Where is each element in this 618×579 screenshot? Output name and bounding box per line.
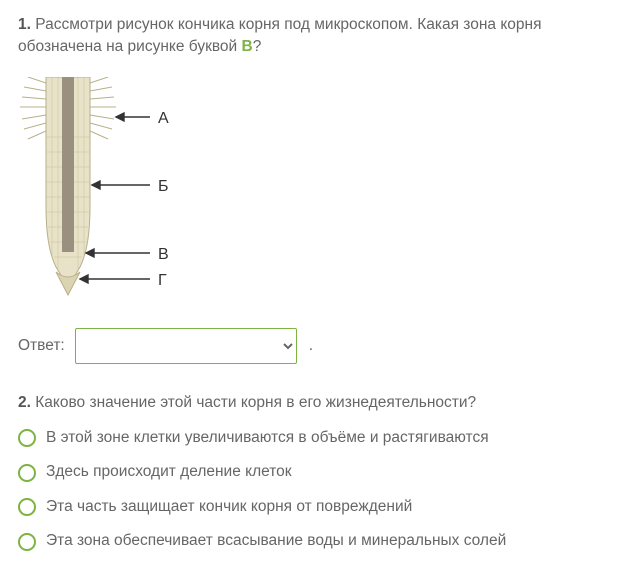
q1-text-before: Рассмотри рисунок кончика корня под микр…	[18, 16, 541, 55]
answer-row: Ответ: .	[18, 328, 600, 364]
option-text: В этой зоне клетки увеличиваются в объём…	[46, 427, 489, 449]
q2-number: 2.	[18, 394, 31, 411]
diagram-label-A: А	[158, 110, 169, 127]
q1-highlight-letter: В	[242, 38, 253, 55]
diagram-label-В: В	[158, 246, 169, 263]
answer-select[interactable]	[75, 328, 297, 364]
radio-icon	[18, 533, 36, 551]
answer-period: .	[309, 335, 313, 357]
option-text: Эта зона обеспечивает всасывание воды и …	[46, 530, 506, 552]
q2-option-1[interactable]: Здесь происходит деление клеток	[18, 461, 600, 483]
q1-text-after: ?	[253, 38, 262, 55]
option-text: Эта часть защищает кончик корня от повре…	[46, 496, 412, 518]
root-diagram: А Б В Г	[18, 77, 600, 308]
radio-icon	[18, 498, 36, 516]
q2-text: Каково значение этой части корня в его ж…	[31, 394, 476, 411]
question-1: 1. Рассмотри рисунок кончика корня под м…	[18, 14, 600, 59]
option-text: Здесь происходит деление клеток	[46, 461, 292, 483]
q2-options: В этой зоне клетки увеличиваются в объём…	[18, 427, 600, 553]
diagram-label-Г: Г	[158, 272, 167, 289]
radio-icon	[18, 464, 36, 482]
q1-number: 1.	[18, 16, 31, 33]
answer-label: Ответ:	[18, 335, 65, 357]
radio-icon	[18, 429, 36, 447]
q2-option-2[interactable]: Эта часть защищает кончик корня от повре…	[18, 496, 600, 518]
question-2: 2. Каково значение этой части корня в ег…	[18, 392, 600, 414]
q2-option-3[interactable]: Эта зона обеспечивает всасывание воды и …	[18, 530, 600, 552]
q2-option-0[interactable]: В этой зоне клетки увеличиваются в объём…	[18, 427, 600, 449]
diagram-label-Б: Б	[158, 178, 169, 195]
